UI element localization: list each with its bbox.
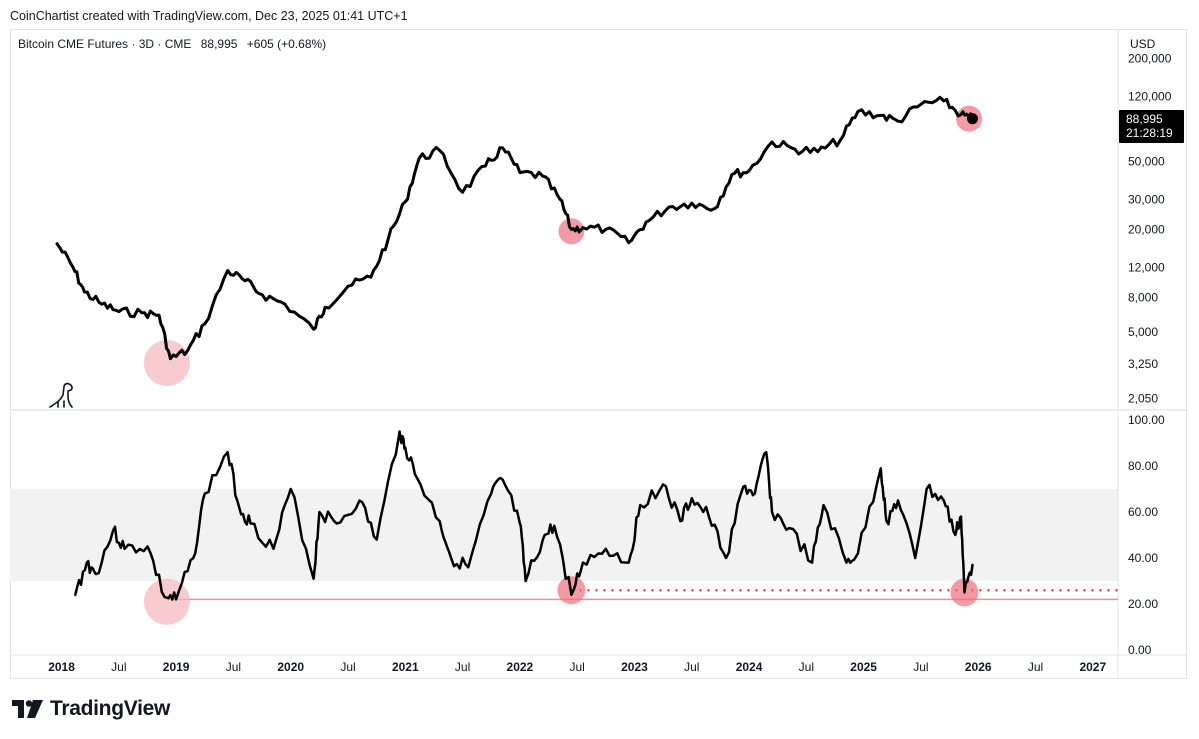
oscillator-series-line	[74, 430, 974, 601]
tradingview-brand: TradingView	[50, 697, 171, 720]
symbol-legend[interactable]: Bitcoin CME Futures · 3D · CME 88,995 +6…	[18, 37, 326, 51]
time-tick-label: Jul	[913, 660, 928, 674]
oscillator-tick-label: 20.00	[1128, 597, 1158, 611]
time-tick-label: Jul	[455, 660, 470, 674]
oscillator-markers	[143, 576, 979, 625]
price-highlight-marker	[558, 218, 585, 245]
time-tick-label: 2027	[1079, 660, 1106, 674]
last-price-tag-countdown: 21:28:19	[1126, 126, 1173, 140]
price-tick-label: 12,000	[1128, 260, 1165, 274]
time-tick-label: Jul	[111, 660, 126, 674]
price-markers	[143, 105, 983, 387]
symbol-change: +605 (+0.68%)	[247, 37, 326, 51]
price-axis: 200,000 120,000 50,000 30,000 20,000 12,000 8,…	[1128, 52, 1172, 406]
time-tick-label: 2026	[965, 660, 992, 674]
price-tick-label: 5,000	[1128, 325, 1158, 339]
time-tick-label: 2025	[850, 660, 877, 674]
time-tick-label: 2021	[392, 660, 419, 674]
time-tick-label: Jul	[684, 660, 699, 674]
tradingview-footer[interactable]: TradingView	[12, 697, 170, 721]
time-tick-label: Jul	[1028, 660, 1043, 674]
chart-credit: CoinChartist created with TradingView.co…	[10, 9, 408, 23]
time-tick-label: 2023	[621, 660, 648, 674]
price-tick-label: 8,000	[1128, 290, 1158, 304]
symbol-title: Bitcoin CME Futures · 3D · CME	[18, 37, 191, 51]
price-tick-label: 20,000	[1128, 222, 1165, 236]
price-tick-label: 3,250	[1128, 357, 1158, 371]
price-tick-label: 120,000	[1128, 90, 1172, 104]
price-tick-label: 200,000	[1128, 52, 1172, 66]
time-tick-label: 2022	[507, 660, 534, 674]
price-tick-label: 50,000	[1128, 154, 1165, 168]
last-price-tag-value: 88,995	[1126, 112, 1163, 126]
time-tick-label: Jul	[570, 660, 585, 674]
oscillator-tick-label: 60.00	[1128, 505, 1158, 519]
oscillator-tick-label: 40.00	[1128, 551, 1158, 565]
tradingview-logo-icon	[12, 700, 43, 718]
last-price-dot	[966, 113, 978, 125]
oscillator-axis: 100.00 80.00 60.00 40.00 20.00 0.00	[1128, 413, 1165, 657]
oscillator-tick-label: 100.00	[1128, 413, 1165, 427]
chart-frame	[10, 29, 1187, 679]
price-tick-label: 30,000	[1128, 192, 1165, 206]
time-axis: 2018 Jul 2019 Jul 2020 Jul 2021 Jul 2022 Jul 2023 J…	[48, 660, 1106, 674]
currency-label[interactable]: USD	[1130, 37, 1156, 51]
time-tick-label: Jul	[340, 660, 355, 674]
time-tick-label: 2024	[736, 660, 763, 674]
oscillator-tick-label: 80.00	[1128, 459, 1158, 473]
time-tick-label: Jul	[799, 660, 814, 674]
oscillator-tick-label: 0.00	[1128, 643, 1152, 657]
price-series-line	[55, 95, 974, 361]
last-price-tag[interactable]: 88,995 21:28:19	[1119, 110, 1184, 143]
time-tick-label: 2018	[48, 660, 75, 674]
oscillator-highlight-marker	[143, 578, 190, 625]
time-tick-label: 2019	[163, 660, 190, 674]
time-tick-label: 2020	[277, 660, 304, 674]
dino-icon	[49, 382, 73, 408]
time-tick-label: Jul	[226, 660, 241, 674]
symbol-last-value: 88,995	[201, 37, 238, 51]
price-tick-label: 2,050	[1128, 391, 1158, 405]
